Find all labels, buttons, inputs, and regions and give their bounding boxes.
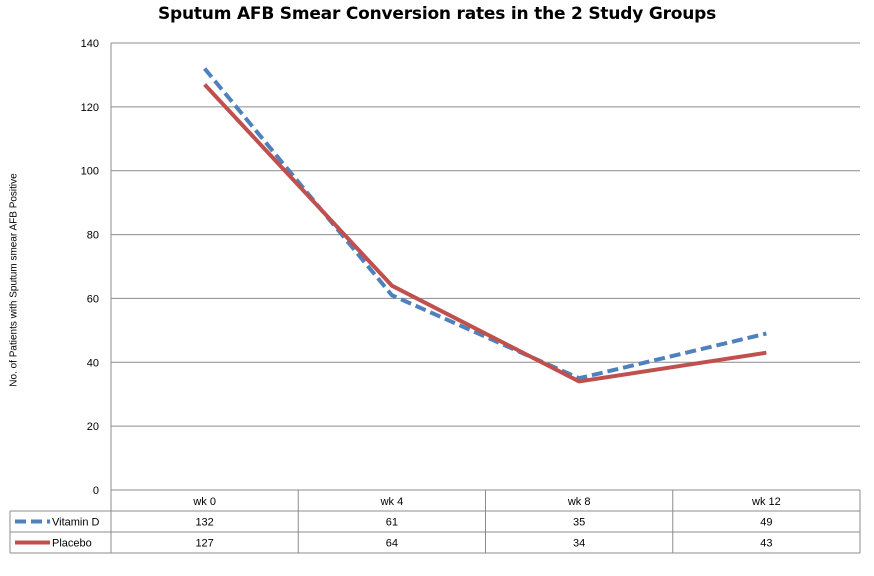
data-table-value: 64	[386, 538, 398, 550]
data-table-value: 34	[573, 538, 585, 550]
y-tick-label: 120	[81, 102, 99, 114]
x-tick-label: wk 0	[192, 496, 216, 508]
data-table-value: 49	[760, 517, 772, 529]
y-tick-label: 20	[87, 421, 99, 433]
y-tick-label: 80	[87, 230, 99, 242]
y-tick-label: 60	[87, 293, 99, 305]
chart-title: Sputum AFB Smear Conversion rates in the…	[157, 4, 717, 24]
data-table-value: 132	[195, 517, 213, 529]
data-table-value: 61	[386, 517, 398, 529]
y-tick-label: 140	[81, 38, 99, 50]
y-tick-label: 0	[93, 485, 99, 497]
data-table-value: 43	[760, 538, 772, 550]
data-table-value: 127	[195, 538, 213, 550]
legend-label: Placebo	[52, 538, 92, 550]
legend-label: Vitamin D	[52, 517, 100, 529]
x-tick-label: wk 4	[380, 496, 404, 508]
series-line-vitamin-d	[203, 67, 767, 381]
y-tick-label: 100	[81, 166, 99, 178]
x-tick-label: wk 12	[751, 496, 781, 508]
series-line-placebo	[203, 83, 767, 384]
data-table-value: 35	[573, 517, 585, 529]
y-tick-label: 40	[87, 357, 99, 369]
x-tick-label: wk 8	[567, 496, 591, 508]
